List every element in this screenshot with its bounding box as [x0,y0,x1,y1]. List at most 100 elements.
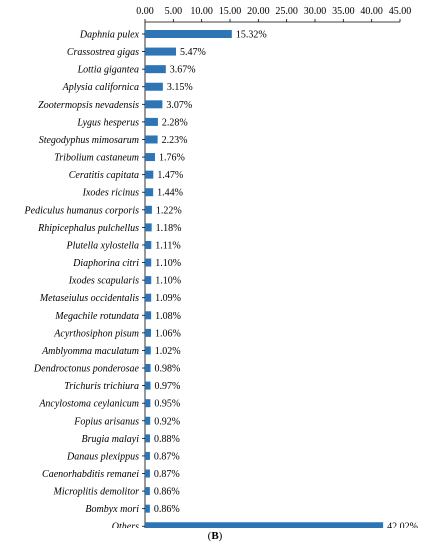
data-label: 2.28% [162,117,188,128]
bar [145,153,155,162]
bar [145,451,150,460]
data-label: 0.97% [154,381,180,392]
data-label: 0.86% [154,504,180,515]
bar [145,100,163,109]
data-label: 0.95% [154,399,180,410]
x-tick-label: 5.00 [165,6,183,17]
bar [145,434,150,443]
data-label: 0.92% [154,416,180,427]
x-tick-label: 40.00 [360,6,383,17]
bar [145,487,150,496]
data-label: 1.10% [155,258,181,269]
category-label: Daphnia pulex [79,30,140,41]
figure-caption-letter: B [211,530,219,542]
data-label: 15.32% [236,30,267,41]
category-label: Zootermopsis nevadensis [38,100,139,111]
data-label: 0.88% [154,434,180,445]
category-label: Acyrthosiphon pisum [53,328,139,339]
category-label: Lottia gigantea [77,65,139,76]
category-label: Plutella xylostella [66,240,139,251]
x-tick-label: 0.00 [136,6,154,17]
data-label: 1.11% [155,240,180,251]
category-label: Pediculus humanus corporis [24,205,140,216]
category-label: Diaphorina citri [72,258,139,269]
x-tick-label: 20.00 [247,6,270,17]
category-label: Trichuris trichiura [64,381,139,392]
bar [145,276,152,285]
bar [145,311,152,320]
data-label: 42.02% [387,522,418,528]
category-label: Metaseiulus occidentalis [39,293,139,304]
bar [145,399,151,408]
bar [145,258,152,267]
category-label: Microplitis demolitor [53,487,140,498]
bar [145,170,154,179]
bar [145,328,152,337]
bar [145,240,152,249]
category-label: Danaus plexippus [66,451,139,462]
bar [145,416,151,425]
category-label: Bombyx mori [85,504,139,515]
bar [145,522,384,528]
category-label: Amblyomma maculatum [41,346,139,357]
data-label: 1.08% [155,311,181,322]
data-label: 0.87% [154,451,180,462]
data-label: 1.18% [156,223,182,234]
category-label: Rhipicephalus pulchellus [37,223,139,234]
category-label: Brugia malayi [82,434,140,445]
bar [145,117,158,126]
figure-caption: (B) [207,530,223,542]
bar [145,223,152,232]
x-tick-label: 10.00 [190,6,213,17]
data-label: 1.47% [157,170,183,181]
bar [145,82,163,91]
x-tick-label: 35.00 [332,6,355,17]
bar [145,188,154,197]
data-label: 1.02% [155,346,181,357]
category-label: Dendroctonus ponderosae [33,364,140,375]
category-label: Stegodyphus mimosarum [39,135,139,146]
category-label: Caenorhabditis remanei [42,469,139,480]
y-axis: Daphnia pulex Crassostrea gigas Lottia gig… [24,22,146,528]
data-label: 0.87% [154,469,180,480]
data-label: 3.67% [170,65,196,76]
x-tick-label: 45.00 [389,6,412,17]
category-label: Crassostrea gigas [67,47,139,58]
category-label: Ixodes scapularis [68,276,139,287]
x-tick-label: 25.00 [275,6,298,17]
category-label: Lygus hesperus [76,117,139,128]
data-label: 1.09% [155,293,181,304]
bar [145,293,152,302]
data-label: 1.06% [155,328,181,339]
category-label: Ixodes ricinus [82,188,139,199]
x-axis: 0.00 5.00 10.00 15.00 20.00 25.00 30.00 35.00 40… [136,6,412,23]
bar [145,135,158,144]
category-label: Fopius arisanus [73,416,139,427]
data-label: 1.44% [157,188,183,199]
bar [145,205,152,214]
data-label: 5.47% [180,47,206,58]
bar [145,504,150,513]
x-tick-label: 30.00 [304,6,327,17]
bar [145,30,232,38]
bar [145,346,151,355]
bar [145,469,150,478]
data-label: 1.10% [155,276,181,287]
bar [145,381,151,390]
data-label: 3.15% [167,82,193,93]
bar [145,65,166,74]
data-label: 2.23% [162,135,188,146]
category-label: Others [112,522,139,528]
category-label: Aplysia californica [62,82,139,93]
data-label: 1.22% [156,205,182,216]
category-label: Ceratitis capitata [69,170,139,181]
category-label: Tribolium castaneum [54,153,139,164]
data-label: 1.76% [159,153,185,164]
bar-chart: 0.00 5.00 10.00 15.00 20.00 25.00 30.00 35.00 40… [24,6,418,528]
x-tick-label: 15.00 [219,6,242,17]
data-label: 3.07% [166,100,192,111]
bars: 15.32% 5.47% 3.67% 3.15% 3.07% 2.28% 2.23% 1.76… [145,30,418,528]
data-label: 0.98% [155,364,181,375]
category-label: Ancylostoma ceylanicum [38,399,139,410]
bar [145,47,176,56]
